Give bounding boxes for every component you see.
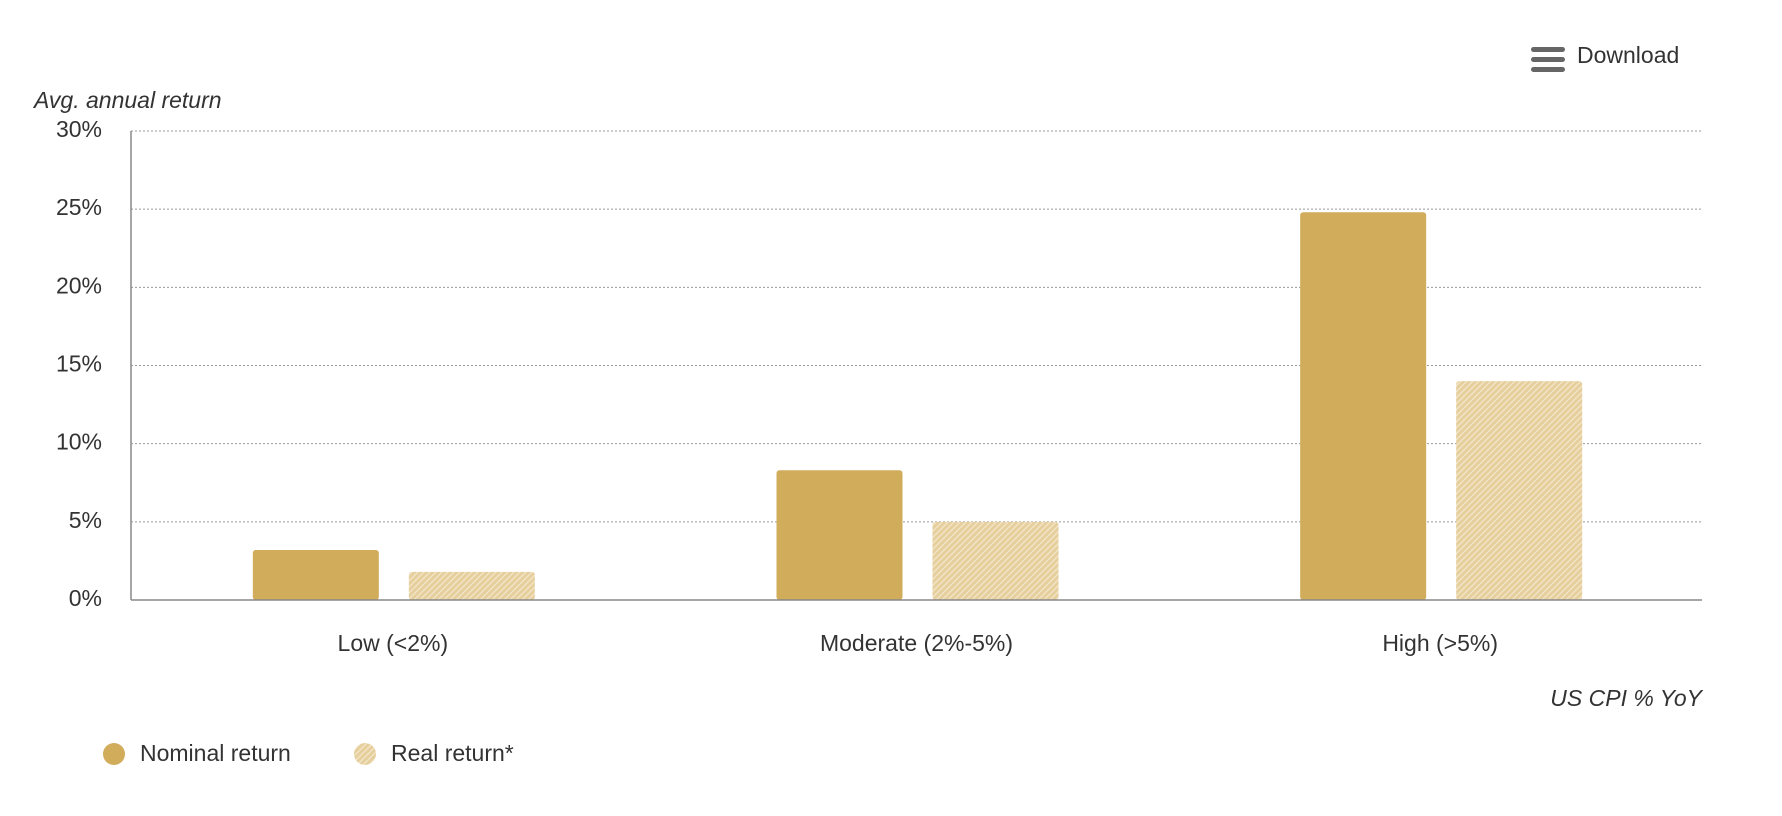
y-tick-label: 30% xyxy=(56,116,102,142)
bar xyxy=(1300,212,1427,600)
download-button[interactable]: Download xyxy=(1531,42,1679,72)
y-tick-label: 20% xyxy=(56,272,102,298)
y-axis-title: Avg. annual return xyxy=(32,87,222,113)
bar xyxy=(1456,381,1583,600)
x-tick-label: Moderate (2%-5%) xyxy=(820,630,1013,656)
legend-label: Nominal return xyxy=(140,740,291,766)
legend-label: Real return* xyxy=(391,740,514,766)
y-tick-label: 15% xyxy=(56,351,102,377)
y-tick-label: 25% xyxy=(56,194,102,220)
legend-marker xyxy=(103,743,125,765)
bar xyxy=(408,571,535,600)
legend-marker xyxy=(354,743,376,765)
bar xyxy=(932,521,1059,600)
download-label[interactable]: Download xyxy=(1577,42,1679,68)
bar xyxy=(252,549,379,600)
y-tick-label: 5% xyxy=(69,507,102,533)
x-tick-label: High (>5%) xyxy=(1382,630,1498,656)
y-tick-label: 0% xyxy=(69,585,102,611)
x-axis-title: US CPI % YoY xyxy=(1550,685,1703,711)
bar xyxy=(776,470,903,600)
y-tick-label: 10% xyxy=(56,429,102,455)
x-tick-label: Low (<2%) xyxy=(338,630,449,656)
